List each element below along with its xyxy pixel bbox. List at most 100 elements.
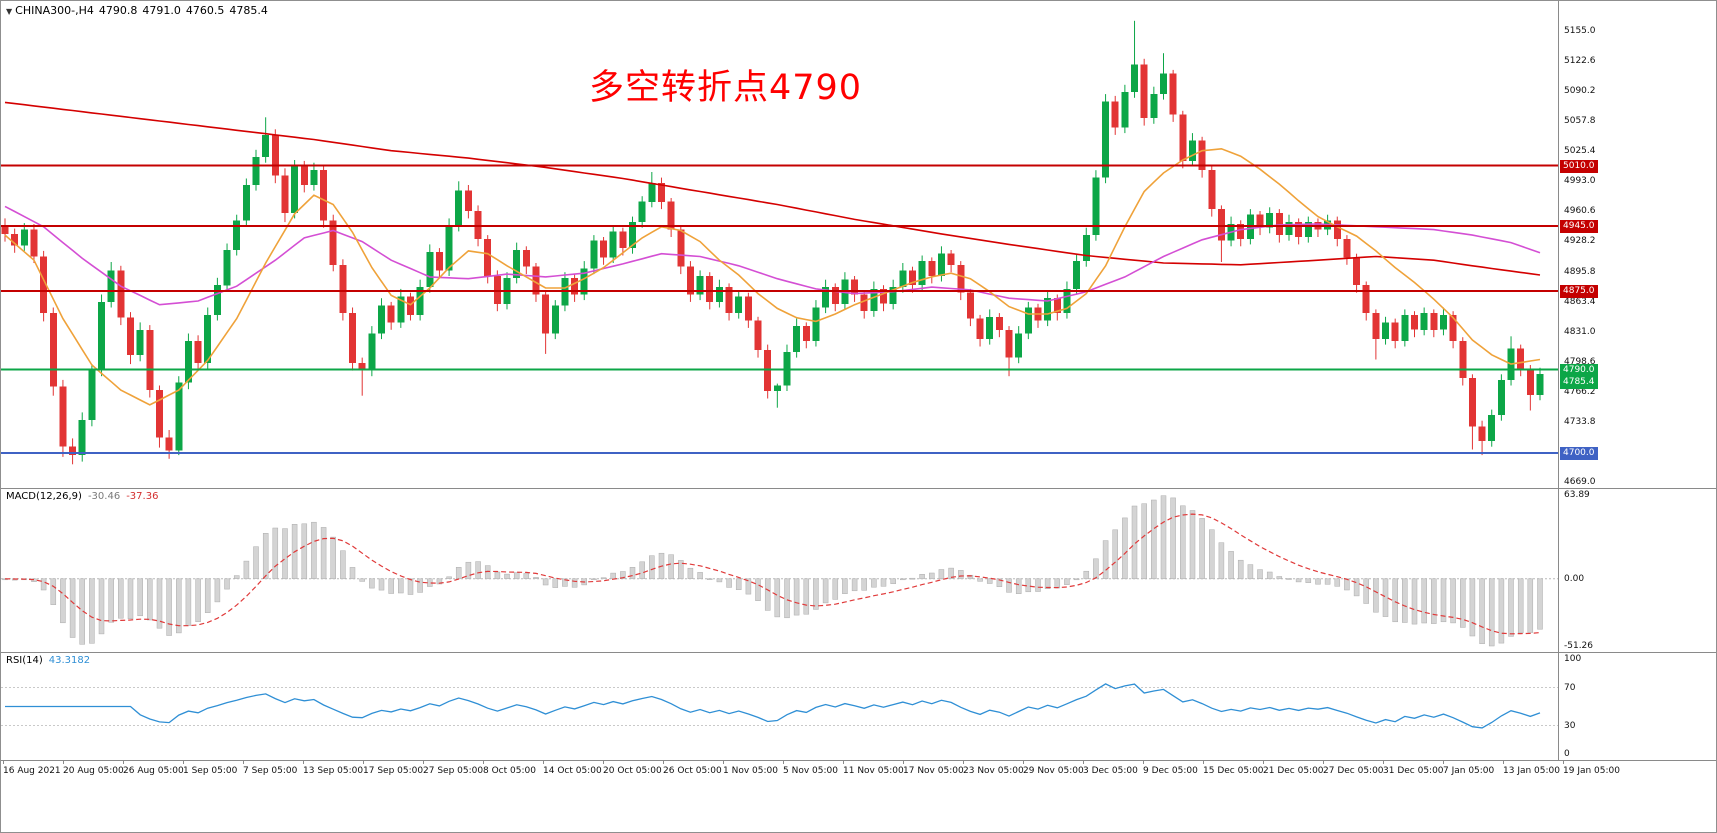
candle-body (648, 183, 656, 202)
candle-body (484, 238, 492, 276)
candle-body (658, 183, 665, 202)
macd-histogram-bar (832, 578, 839, 600)
candle-body (1015, 333, 1023, 358)
macd-histogram-bar (533, 577, 539, 579)
price-chart-panel[interactable] (1, 1, 1558, 488)
macd-histogram-bar (79, 578, 85, 645)
candle-body (175, 382, 183, 451)
candle-body (1082, 235, 1090, 262)
candle-body (455, 190, 463, 226)
macd-histogram-bar (948, 567, 954, 579)
macd-histogram-bar (793, 578, 800, 616)
time-tick-mark (363, 761, 364, 764)
candle-body (78, 419, 86, 456)
price-tick-label: 4895.8 (1564, 267, 1596, 277)
macd-histogram-bar (378, 578, 385, 591)
ohlc-open: 4790.8 (98, 4, 138, 17)
macd-histogram-bar (774, 578, 781, 618)
price-chart-canvas[interactable] (1, 1, 1558, 488)
candle-body (754, 320, 762, 351)
rsi-tick-label: 0 (1564, 749, 1570, 759)
macd-histogram-bar (1160, 495, 1167, 580)
candle-body (59, 386, 67, 447)
chevron-down-icon[interactable]: ▼ (6, 7, 13, 16)
macd-histogram-bar (803, 578, 810, 615)
time-axis-label: 27 Sep 05:00 (423, 766, 484, 776)
candle-body (242, 185, 250, 221)
candle-body (1256, 214, 1264, 228)
time-tick-mark (483, 761, 484, 764)
time-tick-mark (903, 761, 904, 764)
candle-body (1411, 314, 1418, 330)
price-level-tag[interactable]: 4790.0 (1560, 364, 1598, 377)
candle-body (1131, 64, 1138, 93)
macd-histogram-bar (243, 560, 250, 580)
rsi-panel[interactable]: RSI(14) 43.3182 (1, 653, 1558, 760)
candle-body (1237, 224, 1245, 239)
macd-histogram-bar (340, 550, 346, 580)
macd-histogram-bar (813, 578, 819, 610)
candle-body (252, 157, 260, 185)
price-level-tag[interactable]: 4875.0 (1560, 285, 1598, 298)
macd-panel[interactable]: MACD(12,26,9) -30.46 -37.36 (1, 489, 1558, 652)
rsi-label: RSI(14) 43.3182 (6, 655, 90, 666)
macd-histogram-bar (176, 578, 182, 634)
candle-body (271, 134, 279, 176)
macd-histogram-bar (610, 572, 616, 580)
candle-body (1372, 313, 1380, 340)
macd-histogram-bar (1209, 529, 1215, 580)
candle-body (1102, 101, 1110, 178)
panel-separator[interactable] (1, 488, 1716, 489)
candle-body (686, 266, 694, 295)
macd-histogram-bar (118, 578, 124, 619)
candle-body (1449, 314, 1457, 341)
candle-body (1382, 322, 1389, 340)
macd-histogram-bar (1257, 569, 1263, 579)
time-tick-mark (663, 761, 664, 764)
price-axis[interactable]: 5155.0 5122.6 5090.2 5057.8 5025.4 4993.0 4960… (1559, 1, 1716, 761)
macd-canvas[interactable] (1, 489, 1558, 652)
axis-separator (1558, 1, 1559, 761)
candle-body (1497, 379, 1505, 416)
macd-histogram-bar (890, 578, 896, 584)
macd-histogram-bar (504, 573, 510, 579)
price-level-tag[interactable]: 5010.0 (1560, 160, 1598, 173)
price-level-tag[interactable]: 4945.0 (1560, 220, 1598, 233)
candle-body (667, 201, 675, 230)
macd-histogram-bar (1054, 578, 1061, 589)
candle-body (1063, 288, 1071, 313)
candle-body (880, 288, 887, 304)
macd-histogram-bar (523, 573, 530, 579)
time-axis-label: 15 Dec 05:00 (1203, 766, 1264, 776)
price-tick-label: 4928.2 (1564, 236, 1596, 246)
candle-body (49, 313, 57, 387)
candle-body (1362, 285, 1370, 313)
price-tick-label: 4766.2 (1564, 387, 1596, 397)
candle-body (744, 296, 752, 321)
macd-histogram-bar (697, 572, 703, 580)
time-axis[interactable]: 16 Aug 2021 20 Aug 05:00 26 Aug 05:00 1 Sep… (1, 761, 1716, 783)
macd-histogram-bar (137, 578, 143, 617)
price-level-tag[interactable]: 4700.0 (1560, 447, 1598, 460)
macd-name: MACD(12,26,9) (6, 491, 82, 502)
candle-body (69, 446, 77, 456)
macd-histogram-bar (147, 578, 153, 621)
annotation-text: 多空转折点4790 (589, 68, 863, 108)
candle-body (793, 326, 801, 353)
candle-body (262, 134, 270, 158)
time-axis-label: 13 Jan 05:00 (1503, 766, 1560, 776)
panel-separator[interactable] (1, 652, 1716, 653)
time-tick-mark (1323, 761, 1324, 764)
time-tick-mark (723, 761, 724, 764)
macd-histogram-bar (262, 533, 269, 580)
candle-body (1420, 313, 1428, 330)
candle-body (860, 294, 868, 312)
candle-body (947, 253, 955, 265)
macd-histogram-bar (1228, 551, 1234, 580)
macd-histogram-bar (50, 578, 57, 605)
macd-histogram-bar (436, 578, 443, 585)
macd-histogram-bar (1266, 571, 1273, 580)
rsi-canvas[interactable] (1, 653, 1558, 760)
macd-histogram-bar (1035, 578, 1041, 592)
ohlc-close: 4785.4 (229, 4, 268, 17)
